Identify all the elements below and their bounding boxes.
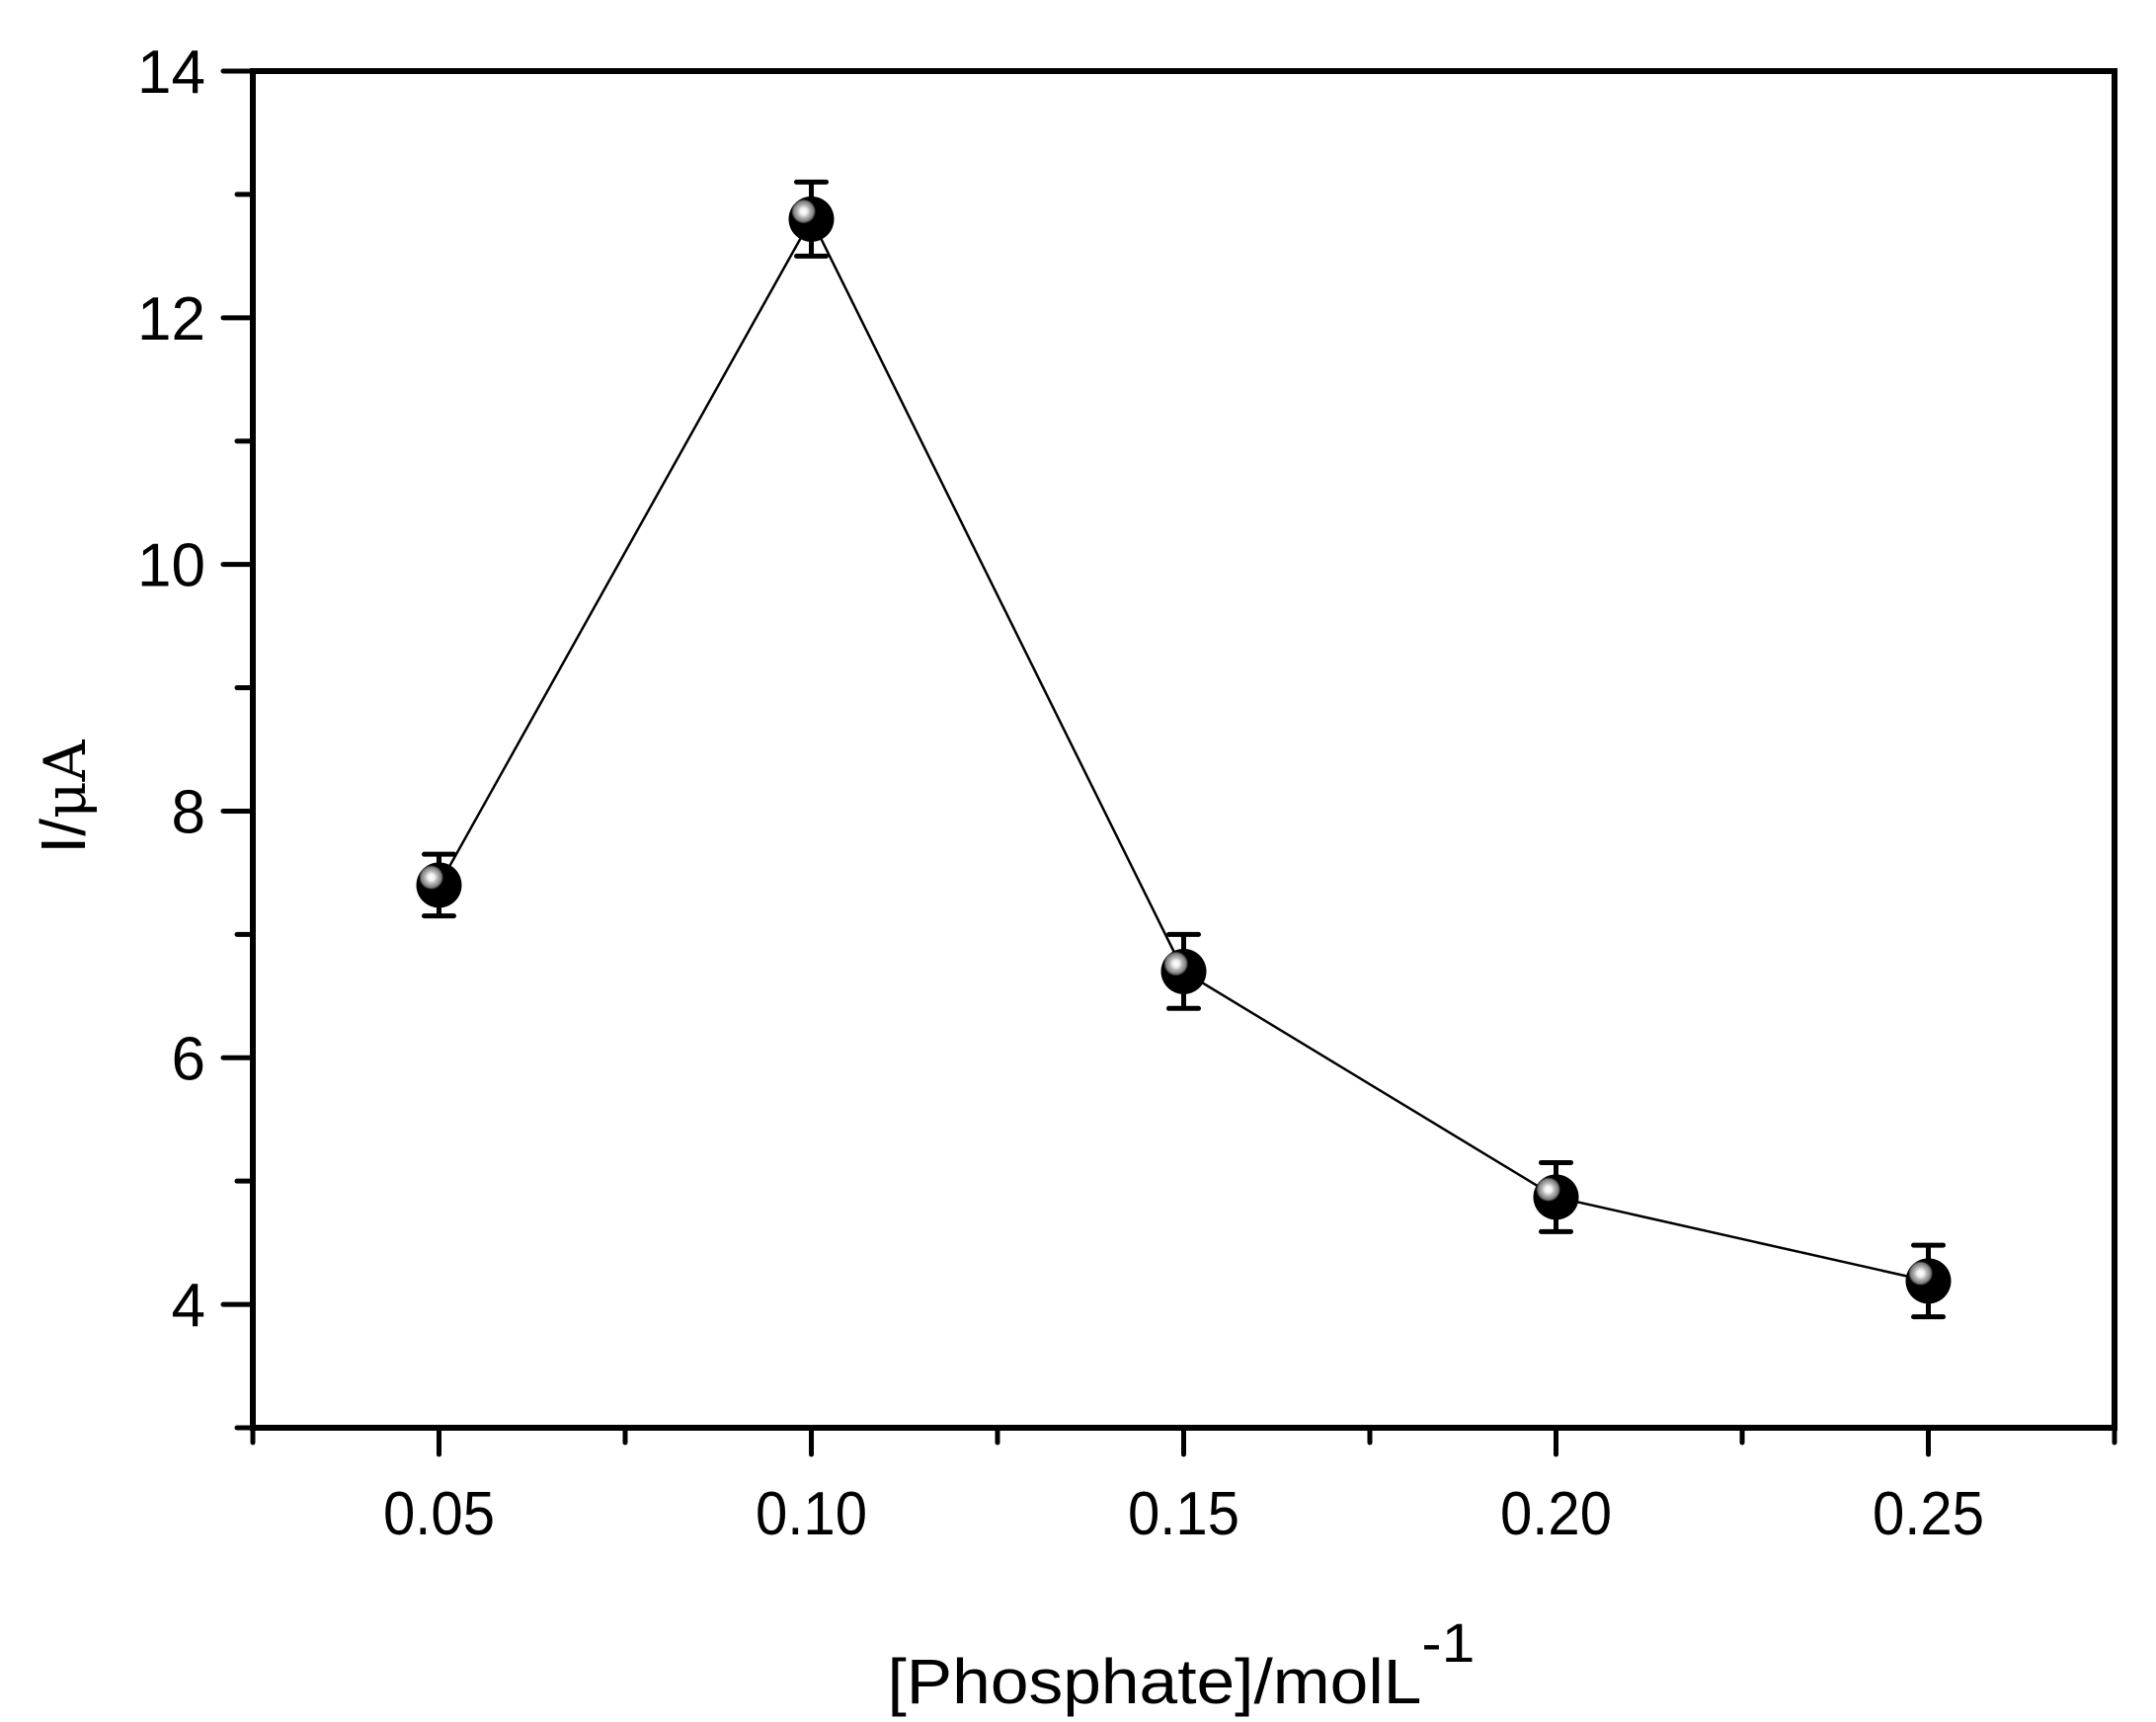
plot-border (250, 68, 2117, 1431)
y-tick-label: 4 (172, 1272, 205, 1340)
sphere-marker-icon (788, 196, 835, 242)
y-axis: 4 6 8 10 12 14 (137, 39, 256, 1431)
y-tick-label: 14 (137, 39, 205, 107)
x-axis: 0.05 0.10 0.15 0.20 0.25 (250, 1425, 2117, 1548)
sphere-marker-icon (1905, 1258, 1952, 1304)
plot-frame (250, 68, 2117, 1431)
x-tick-label: 0.15 (1128, 1480, 1239, 1548)
x-tick-label: 0.10 (756, 1480, 867, 1548)
sphere-marker-icon (1533, 1174, 1579, 1220)
y-tick-label: 8 (172, 778, 205, 846)
x-axis-title-text: [Phosphate]/molL (888, 1646, 1422, 1717)
data-point (1160, 931, 1207, 1011)
y-axis-title-unit: μA (32, 739, 99, 819)
sphere-marker-icon (416, 862, 462, 908)
data-point (1905, 1242, 1952, 1320)
data-point (1533, 1159, 1579, 1234)
y-axis-title: I/μA (28, 739, 99, 853)
y-axis-title-prefix: I/ (28, 819, 99, 854)
data-point (788, 179, 835, 259)
x-axis-title: [Phosphate]/molL-1 (888, 1611, 1476, 1717)
y-tick-label: 12 (137, 285, 205, 353)
x-tick-label: 0.20 (1500, 1480, 1612, 1548)
y-tick-label: 6 (172, 1025, 205, 1093)
data-point (416, 851, 462, 919)
series-line (438, 216, 1929, 1283)
sphere-marker-icon (1160, 948, 1207, 994)
data-series (416, 179, 1952, 1320)
x-tick-label: 0.05 (383, 1480, 495, 1548)
y-tick-label: 10 (137, 532, 205, 600)
x-tick-label: 0.25 (1873, 1480, 1984, 1548)
x-axis-title-superscript: -1 (1421, 1611, 1475, 1674)
